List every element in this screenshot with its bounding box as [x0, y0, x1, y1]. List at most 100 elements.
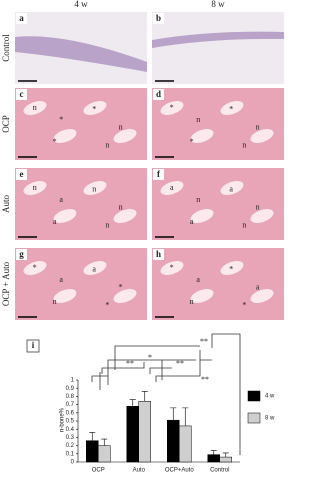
panel-letter-box	[153, 13, 164, 24]
histology-image	[15, 168, 147, 240]
image-annotation: n	[105, 140, 109, 149]
bar	[86, 440, 99, 463]
row-label: Control	[1, 34, 11, 62]
column-label: 4 w	[74, 0, 88, 9]
panel-letter-box	[153, 169, 164, 180]
row-label: OCP	[1, 115, 11, 133]
image-annotation: *	[190, 137, 194, 146]
image-annotation: a	[256, 282, 260, 291]
cavity	[83, 261, 107, 275]
cavity	[220, 261, 244, 275]
image-annotation: n	[33, 103, 37, 112]
cavity	[113, 129, 137, 143]
panel-letter: a	[19, 13, 24, 23]
x-tick-label: Auto	[133, 468, 146, 474]
image-annotation: n	[53, 297, 57, 306]
row-label: OCP + Auto	[1, 261, 11, 306]
image-annotation: *	[170, 263, 174, 272]
image-annotation: *	[92, 104, 96, 113]
histology-image	[152, 168, 284, 240]
error-bar	[101, 438, 108, 446]
image-annotation: a	[59, 195, 63, 204]
significance-label: **	[126, 359, 134, 368]
cavity	[23, 101, 47, 115]
bar	[219, 456, 232, 463]
image-annotation: n	[196, 115, 200, 124]
panel-letter: g	[19, 249, 24, 259]
error-bar	[182, 407, 189, 426]
panel-letter: d	[156, 89, 161, 99]
x-tick-label: Control	[210, 468, 229, 474]
y-tick-label: 0.5	[66, 419, 75, 425]
image-annotation: n	[256, 202, 260, 211]
image-annotation: a	[229, 184, 233, 193]
panel-letter: c	[20, 89, 24, 99]
cavity	[160, 101, 184, 115]
bar	[126, 405, 139, 463]
panel-letter: b	[156, 13, 161, 23]
cavity	[113, 209, 137, 223]
image-annotation: a	[59, 275, 63, 284]
bar	[179, 425, 192, 463]
legend-label: 4 w	[265, 394, 275, 400]
image-annotation: *	[33, 263, 37, 272]
y-tick-label: 0.4	[66, 427, 75, 433]
image-annotation: n	[119, 202, 123, 211]
bar	[138, 401, 151, 463]
panel-letter: h	[156, 249, 161, 259]
error-bar	[129, 399, 136, 407]
panel-letter-box	[16, 13, 27, 24]
panel-letter-box	[16, 89, 27, 100]
panel-letter-box	[26, 339, 40, 353]
panel-letter-box	[16, 249, 27, 260]
error-bar	[170, 407, 177, 421]
image-annotation: *	[105, 300, 109, 309]
image-annotation: n	[242, 220, 246, 229]
histology-image	[15, 248, 147, 320]
histology-image	[152, 248, 284, 320]
y-tick-label: 0	[71, 460, 75, 466]
cavity	[250, 209, 274, 223]
image-annotation: n	[196, 195, 200, 204]
image-annotation: *	[53, 137, 57, 146]
y-tick-label: 0.1	[66, 451, 75, 457]
cavity	[83, 181, 107, 195]
bar	[98, 445, 111, 463]
image-annotation: n	[190, 297, 194, 306]
image-annotation: a	[92, 264, 96, 273]
x-tick-label: OCP+Auto	[165, 468, 195, 474]
tissue	[152, 31, 284, 48]
image-annotation: *	[119, 282, 123, 291]
error-bar	[210, 450, 217, 455]
cavity	[220, 101, 244, 115]
image-annotation: a	[170, 183, 174, 192]
cavity	[160, 261, 184, 275]
cavity	[23, 261, 47, 275]
y-tick-label: 0.8	[66, 394, 75, 400]
tissue	[15, 36, 147, 72]
cavity	[190, 129, 214, 143]
image-annotation: n	[105, 220, 109, 229]
cavity	[190, 209, 214, 223]
panel-letter: f	[157, 169, 161, 179]
image-annotation: n	[92, 184, 96, 193]
cavity	[53, 129, 77, 143]
y-tick-label: 0.6	[66, 410, 75, 416]
significance-label: *	[148, 353, 152, 362]
image-annotation: a	[190, 217, 194, 226]
panel-letter-box	[153, 249, 164, 260]
image-annotation: *	[59, 115, 63, 124]
panel-letter: e	[20, 169, 24, 179]
cavity	[113, 289, 137, 303]
image-annotation: n	[242, 140, 246, 149]
cavity	[160, 181, 184, 195]
error-bar	[89, 432, 96, 441]
y-tick-label: 0.9	[66, 386, 75, 392]
image-annotation: *	[170, 103, 174, 112]
y-tick-label: 1	[71, 378, 75, 384]
cavity	[53, 289, 77, 303]
image-annotation: n	[119, 122, 123, 131]
bar	[167, 419, 180, 463]
error-bar	[141, 391, 148, 402]
